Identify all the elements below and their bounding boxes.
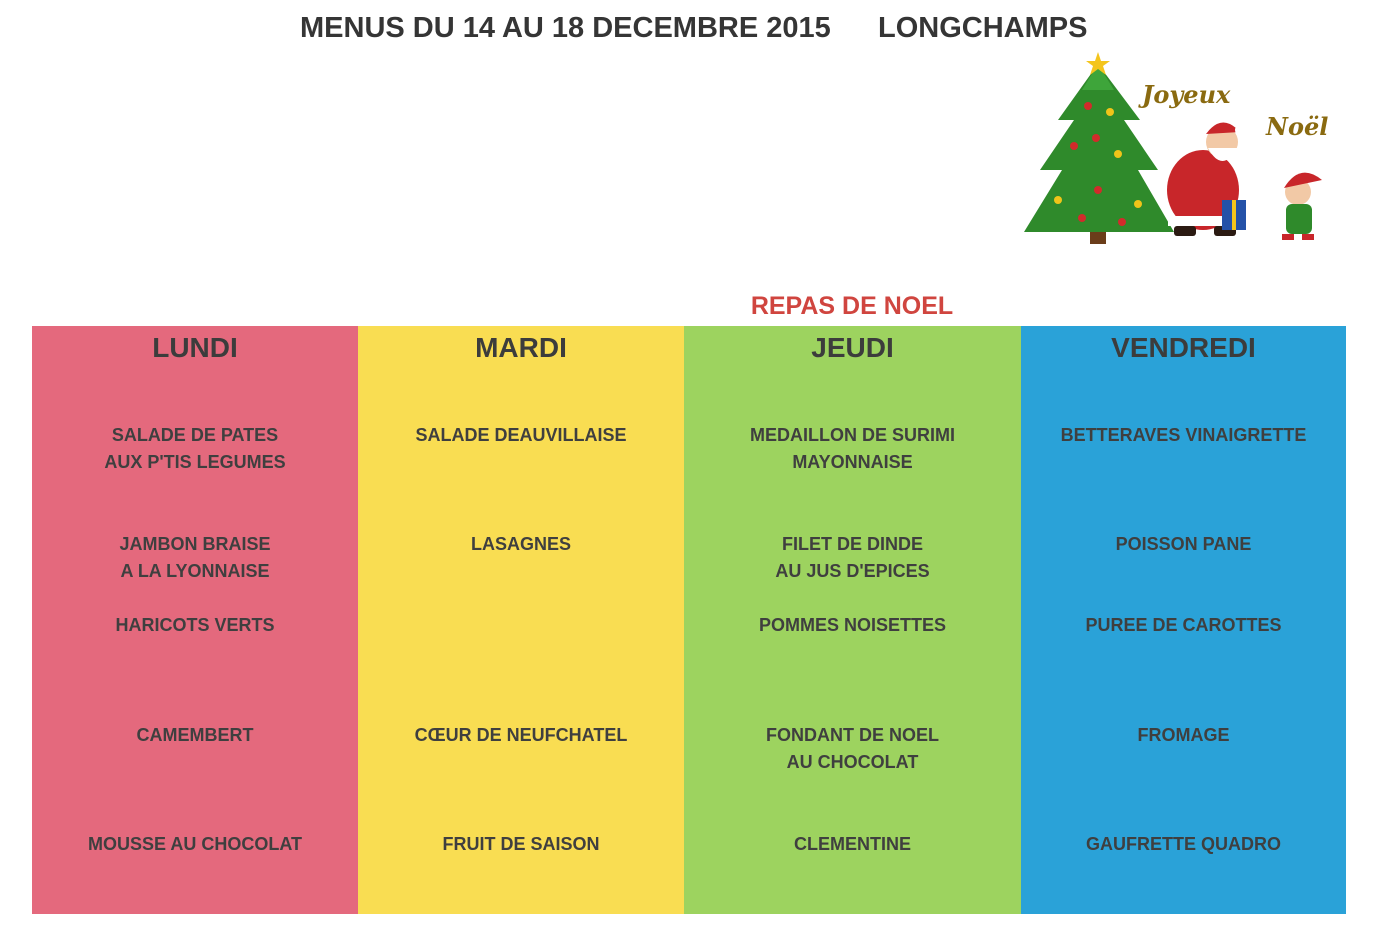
greeting-noel: Noël bbox=[1266, 112, 1329, 141]
menu-title: MENUS DU 14 AU 18 DECEMBRE 2015 bbox=[300, 12, 831, 44]
location-name: LONGCHAMPS bbox=[878, 12, 1088, 44]
christmas-illustration: Joyeux Noël bbox=[1018, 50, 1358, 250]
dish-starter: SALADE DEAUVILLAISE bbox=[415, 425, 627, 445]
dish-dessert: MOUSSE AU CHOCOLAT bbox=[88, 834, 302, 854]
weekly-menu-table: LUNDI SALADE DE PATES AUX P'TIS LEGUMES … bbox=[32, 326, 1346, 914]
dish-main: JAMBON BRAISE A LA LYONNAISE bbox=[119, 534, 271, 581]
dish-cheese: CAMEMBERT bbox=[136, 725, 254, 745]
dish-side: PUREE DE CAROTTES bbox=[1085, 615, 1282, 635]
menu-header: MENUS DU 14 AU 18 DECEMBRE 2015 LONGCHAM… bbox=[0, 10, 1390, 50]
dish-main: POISSON PANE bbox=[1115, 534, 1252, 554]
dish-main: FILET DE DINDE AU JUS D'EPICES bbox=[775, 534, 930, 581]
day-heading: JEUDI bbox=[811, 332, 894, 363]
dish-main: LASAGNES bbox=[470, 534, 571, 554]
column-lundi: LUNDI SALADE DE PATES AUX P'TIS LEGUMES … bbox=[32, 326, 358, 914]
christmas-tree-santa-icon bbox=[1024, 52, 1322, 244]
dish-dessert: GAUFRETTE QUADRO bbox=[1086, 834, 1281, 854]
column-vendredi: VENDREDI BETTERAVES VINAIGRETTE POISSON … bbox=[1021, 326, 1346, 914]
dish-side: HARICOTS VERTS bbox=[115, 615, 275, 635]
day-heading: LUNDI bbox=[152, 332, 238, 363]
greeting-joyeux: Joyeux bbox=[1142, 80, 1231, 109]
dish-cheese: CŒUR DE NEUFCHATEL bbox=[414, 725, 628, 745]
column-mardi: MARDI SALADE DEAUVILLAISE LASAGNES CŒUR … bbox=[358, 326, 684, 914]
dish-side: POMMES NOISETTES bbox=[758, 615, 947, 635]
dish-starter: BETTERAVES VINAIGRETTE bbox=[1060, 425, 1307, 445]
dish-starter: MEDAILLON DE SURIMI MAYONNAISE bbox=[750, 425, 955, 472]
dish-starter: SALADE DE PATES AUX P'TIS LEGUMES bbox=[104, 425, 286, 472]
column-jeudi: JEUDI MEDAILLON DE SURIMI MAYONNAISE FIL… bbox=[684, 326, 1021, 914]
day-heading: VENDREDI bbox=[1111, 332, 1256, 363]
dish-cheese: FONDANT DE NOEL AU CHOCOLAT bbox=[766, 725, 939, 772]
dish-dessert: CLEMENTINE bbox=[794, 834, 911, 854]
dish-cheese: FROMAGE bbox=[1137, 725, 1230, 745]
christmas-meal-label: REPAS DE NOEL bbox=[750, 292, 954, 320]
day-heading: MARDI bbox=[475, 332, 567, 363]
dish-dessert: FRUIT DE SAISON bbox=[442, 834, 600, 854]
